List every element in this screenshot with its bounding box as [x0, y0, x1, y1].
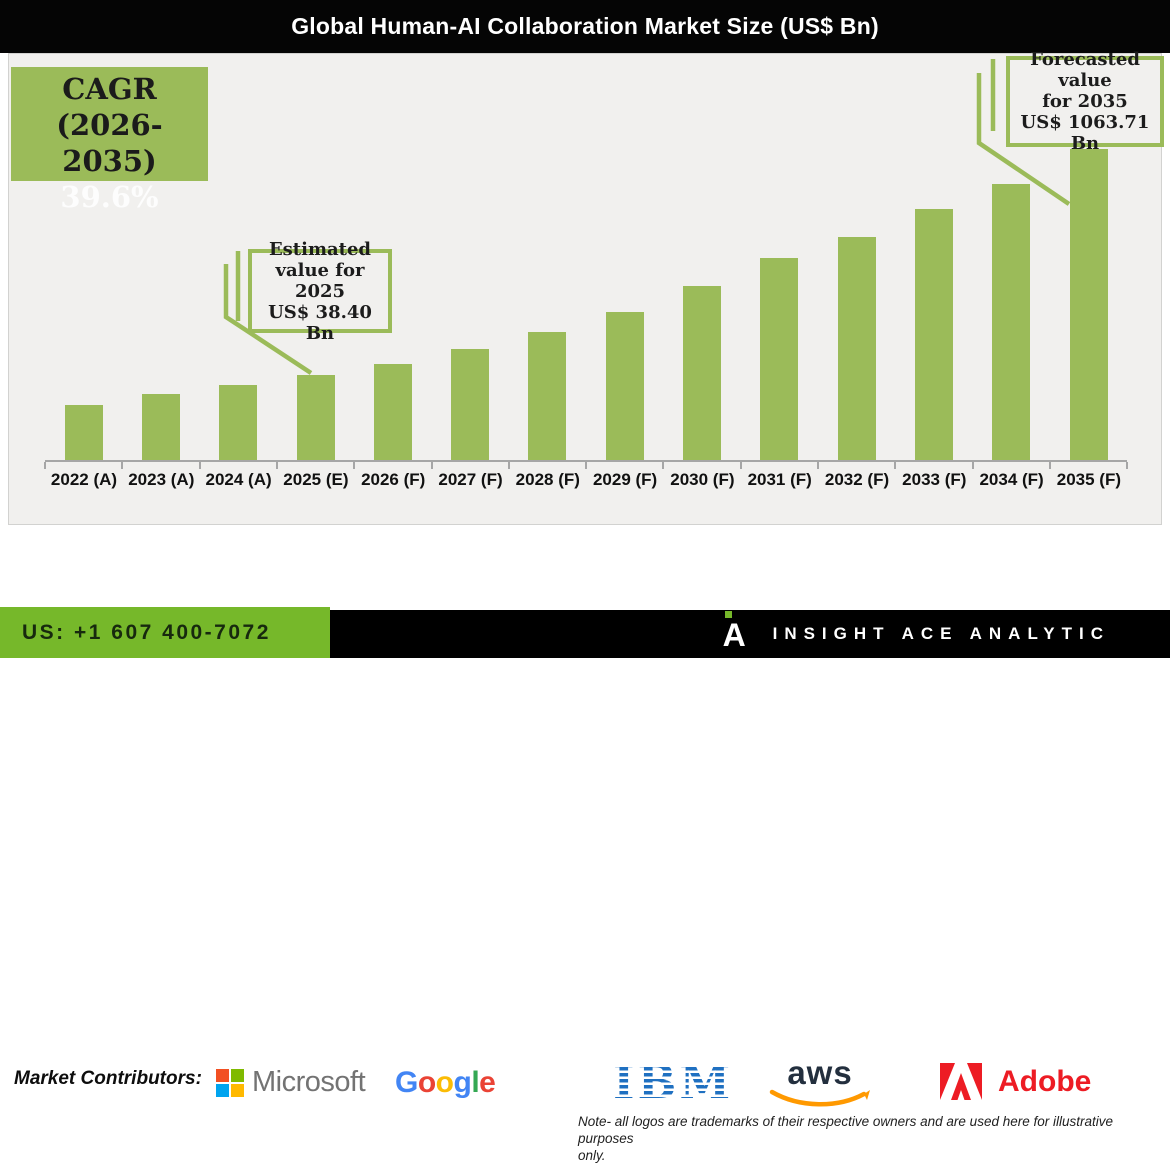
x-axis-tick	[971, 462, 974, 469]
bar-2035	[1069, 149, 1108, 460]
microsoft-logo: Microsoft	[216, 1066, 366, 1099]
x-axis-tick	[430, 462, 433, 469]
google-wordmark: Google	[395, 1066, 496, 1099]
bar-2028	[528, 332, 567, 460]
trademark-note: Note- all logos are trademarks of their …	[578, 1113, 1170, 1164]
estimated-callout-leader	[223, 251, 313, 375]
aws-wordmark: aws	[787, 1054, 853, 1091]
cagr-value: 39.6%	[60, 180, 159, 214]
x-label-2022: 2022 (A)	[50, 470, 118, 489]
microsoft-wordmark: Microsoft	[252, 1066, 366, 1098]
x-axis-tick	[662, 462, 665, 469]
contributors-band: Market Contributors: Microsoft Google IB…	[0, 525, 1170, 1163]
contributors-label: Market Contributors:	[14, 1068, 202, 1089]
x-axis-tick	[198, 462, 201, 469]
x-label-2024: 2024 (A)	[205, 470, 272, 489]
bar-2023	[141, 394, 180, 460]
x-label-2031: 2031 (F)	[747, 470, 812, 489]
bar-2027	[451, 349, 490, 460]
x-axis-tick	[1048, 462, 1051, 469]
bar-2029	[605, 312, 644, 460]
brand-name: INSIGHT ACE ANALYTIC	[772, 624, 1110, 643]
google-logo: Google	[395, 1066, 496, 1100]
ibm-logo: IBM	[613, 1055, 734, 1109]
title-bar: Global Human-AI Collaboration Market Siz…	[0, 0, 1170, 53]
x-axis-tick	[817, 462, 819, 469]
x-label-2027: 2027 (F)	[438, 470, 503, 489]
forecast-value-callout: Forecasted value for 2035 US$ 1063.71 Bn	[1006, 49, 1164, 154]
bar-2022	[64, 405, 103, 460]
forecast-callout-leader	[976, 59, 1071, 206]
callout-leader-lines	[223, 59, 1071, 375]
x-label-2023: 2023 (A)	[128, 470, 195, 489]
x-label-2035: 2035 (F)	[1056, 470, 1122, 489]
aws-smile-icon	[769, 1089, 870, 1107]
estimated-value-callout: Estimated value for 2025 US$ 38.40 Bn	[248, 239, 392, 344]
x-axis-tick	[585, 462, 588, 469]
x-label-2026: 2026 (F)	[361, 470, 426, 489]
x-label-2034: 2034 (F)	[979, 470, 1044, 489]
adobe-a-icon	[940, 1063, 982, 1100]
trademark-note-line1: Note- all logos are trademarks of their …	[578, 1114, 1114, 1146]
chart-panel: 2022 (A) 2023 (A) 2024 (A) 2025 (E) 2026 (F)…	[8, 49, 1164, 525]
insight-ace-logo-icon: A	[721, 611, 755, 653]
estimated-line1: Estimated	[268, 238, 372, 260]
ibm-wordmark: IBM	[613, 1055, 734, 1109]
estimated-line2: value for 2025	[275, 259, 365, 302]
bar-2030	[683, 286, 722, 460]
x-axis-tick	[739, 462, 742, 469]
x-label-2029: 2029 (F)	[592, 470, 658, 489]
x-label-2030: 2030 (F)	[670, 470, 735, 489]
cagr-label: CAGR	[62, 72, 157, 106]
bar-2034	[992, 184, 1031, 460]
bar-2032	[837, 237, 876, 460]
phone-box: US: +1 607 400-7072	[0, 607, 330, 658]
x-axis-tick	[507, 462, 510, 469]
x-axis-tick	[1126, 462, 1129, 469]
forecast-value: US$ 1063.71 Bn	[1020, 112, 1150, 154]
microsoft-squares-icon	[216, 1068, 244, 1097]
aws-logo: aws	[768, 1054, 872, 1108]
brand-block: A INSIGHT ACE ANALYTIC	[721, 610, 1110, 658]
x-axis-tick	[275, 462, 278, 469]
forecast-line2: for 2035	[1042, 91, 1128, 112]
adobe-wordmark: Adobe	[998, 1065, 1092, 1098]
x-label-2032: 2032 (F)	[824, 470, 890, 489]
bar-2031	[760, 258, 799, 460]
x-axis-line	[45, 460, 1128, 462]
footer-bar: US: +1 607 400-7072 A INSIGHT ACE ANALYT…	[0, 607, 1170, 658]
x-label-2028: 2028 (F)	[515, 470, 580, 489]
bar-2025	[296, 375, 335, 460]
forecast-line1: Forecasted value	[1030, 49, 1140, 91]
estimated-value: US$ 38.40 Bn	[268, 301, 372, 344]
bar-2024	[219, 385, 258, 460]
x-axis-tick	[44, 462, 46, 469]
bar-2026	[373, 364, 412, 460]
x-label-2025: 2025 (E)	[283, 470, 349, 489]
page-title: Global Human-AI Collaboration Market Siz…	[291, 13, 879, 39]
bar-2033	[914, 209, 953, 460]
x-label-2033: 2033 (F)	[902, 470, 967, 489]
cagr-box: CAGR (2026-2035) 39.6%	[11, 67, 208, 214]
trademark-note-line2: only.	[578, 1148, 606, 1163]
cagr-period: (2026-2035)	[56, 108, 163, 178]
x-axis-tick	[121, 462, 124, 469]
phone-number: US: +1 607 400-7072	[22, 620, 271, 644]
adobe-logo: Adobe	[940, 1063, 1091, 1101]
x-axis-tick	[894, 462, 897, 469]
x-axis-tick	[353, 462, 356, 469]
